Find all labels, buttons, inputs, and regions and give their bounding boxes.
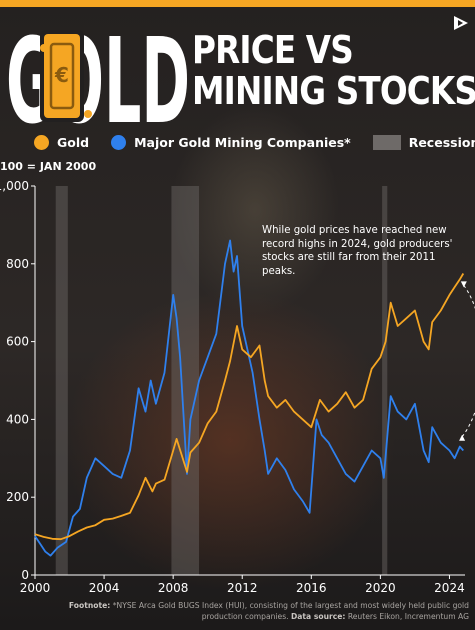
line-chart: 0 200 400 600 800 1,000 2000 2004 2008 2012 2016 20… (0, 179, 475, 595)
top-accent-bar (0, 0, 475, 7)
legend-item-recession: Recession (372, 134, 475, 150)
y-tick-label: 800 (6, 257, 29, 271)
legend-recession-swatch (372, 134, 401, 150)
y-axis-label: 100 = JAN 2000 (0, 160, 97, 173)
title-line-2: MINING STOCKS (192, 69, 475, 113)
arrow-head-bottom (459, 434, 466, 441)
legend-miners-label: Major Gold Mining Companies* (134, 134, 351, 150)
recession-band-0 (55, 186, 68, 575)
legend-item-miners: Major Gold Mining Companies* (111, 134, 351, 150)
x-tick-label: 2004 (89, 581, 120, 595)
chart-annotation: While gold prices have reached new recor… (262, 225, 453, 277)
x-tick-label: 2020 (365, 581, 396, 595)
legend-gold-label: Gold (57, 134, 90, 150)
x-tick-label: 2012 (227, 581, 258, 595)
arrow-head-top (460, 281, 467, 288)
recession-band-1 (171, 186, 200, 575)
title-line-1: PRICE VS (192, 28, 354, 72)
x-tick-label: 2000 (20, 581, 51, 595)
recession-band-2 (382, 186, 388, 575)
y-tick-label: 1,000 (0, 179, 29, 193)
legend-gold-swatch (34, 134, 49, 150)
miners-series-line (34, 239, 464, 557)
annotation-arrow (461, 285, 475, 438)
footnote: Footnote: *NYSE Arca Gold BUGS Index (HU… (49, 600, 469, 622)
legend-item-gold: Gold (34, 134, 90, 150)
y-tick-label: 600 (6, 335, 29, 349)
x-tick-label: 2024 (434, 581, 465, 595)
legend-miners-swatch (111, 134, 127, 150)
footnote-text: *NYSE Arca Gold BUGS Index (HUI), consis… (110, 601, 469, 621)
page-title: PRICE VS MINING STOCKS (192, 28, 475, 113)
publisher-logo-icon (454, 16, 468, 30)
y-tick-label: 0 (21, 568, 29, 582)
chart-legend: Gold Major Gold Mining Companies* Recess… (34, 132, 475, 152)
title-gold-word: GOLD € (6, 22, 190, 126)
source-text: Reuters Eikon, Incrementum AG (345, 612, 469, 621)
footnote-label: Footnote: (68, 601, 111, 610)
x-tick-label: 2008 (158, 581, 189, 595)
gold-bar-icon: € (40, 30, 92, 122)
source-label: Data source: (291, 612, 346, 621)
gold-series-line (34, 273, 465, 541)
y-tick-label: 200 (6, 490, 29, 504)
svg-text:€: € (54, 63, 69, 87)
legend-recession-label: Recession (408, 134, 475, 150)
title-gold-text: GOLD (6, 22, 190, 126)
x-tick-label: 2016 (296, 581, 327, 595)
y-tick-label: 400 (6, 412, 29, 426)
